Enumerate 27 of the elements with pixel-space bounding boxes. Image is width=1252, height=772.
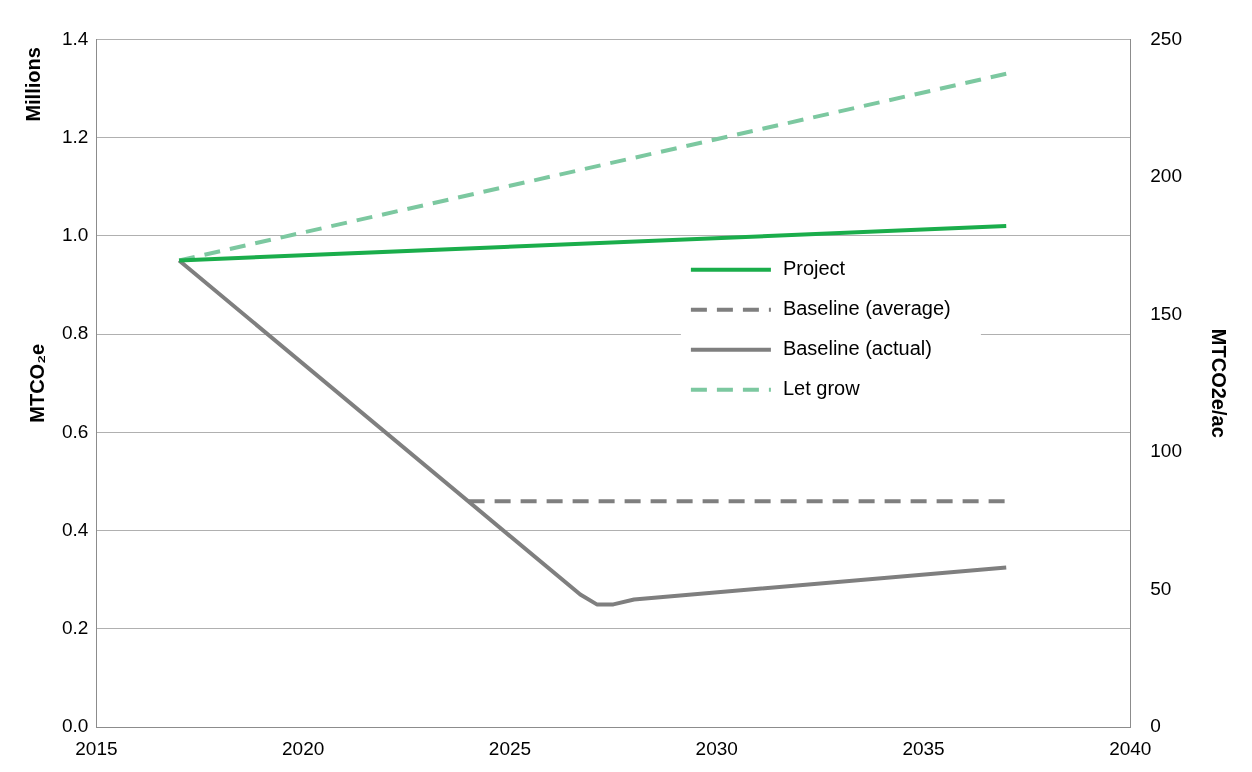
y-tick-label: 0.2 [61,617,89,639]
legend-label: Baseline (average) [782,297,951,320]
text: Millions [21,47,44,122]
y-tick-label: 0.0 [61,715,89,737]
legend-label: Project [782,257,846,280]
x-tick-label: 2030 [695,737,738,759]
y-axis-title: MTCO₂e [25,343,48,423]
y-tick-label: 1.0 [61,224,89,246]
y2-tick-label: 150 [1150,302,1182,324]
x-tick-label: 2015 [75,737,118,759]
x-tick-label: 2020 [282,737,325,759]
y2-tick-label: 250 [1150,27,1182,49]
y-tick-label: 0.8 [61,322,89,344]
legend-label: Baseline (actual) [782,337,932,360]
y-tick-label: 0.4 [61,518,89,540]
y-tick-label: 1.4 [61,27,89,49]
y2-tick-label: 100 [1150,440,1182,462]
y2-tick-label: 50 [1150,577,1172,599]
y-tick-label: 0.6 [61,420,89,442]
legend-label: Let grow [782,377,861,400]
x-tick-label: 2025 [488,737,532,759]
y2-tick-label: 200 [1150,165,1182,187]
y2-tick-label: 0 [1150,715,1161,737]
y2-axis-title: MTCO2e/ac [1208,328,1231,438]
x-tick-label: 2040 [1109,737,1152,759]
y-tick-label: 1.2 [61,125,89,147]
x-tick-label: 2035 [902,737,945,759]
